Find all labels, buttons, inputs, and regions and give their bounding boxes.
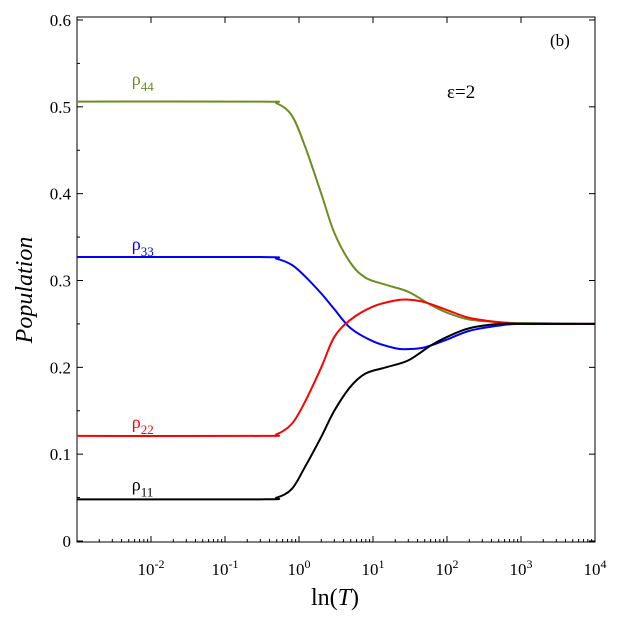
y-tick-label: 0.1 [50, 445, 71, 464]
series-label-44: ρ44 [132, 69, 154, 94]
series-label-33: ρ33 [132, 234, 154, 259]
y-tick-label: 0.3 [50, 272, 71, 291]
plot-frame [76, 16, 596, 543]
tick-marks [77, 17, 596, 542]
y-tick-label: 0.6 [50, 11, 71, 30]
labels-layer: 0 0.1 0.2 0.3 0.4 0.5 0.6 10-2 10-1 100 101 102 103 1… [50, 11, 607, 579]
x-tick-label: 104 [584, 557, 607, 579]
x-tick-label: 103 [510, 557, 533, 579]
panel-label: (b) [550, 31, 570, 50]
series-line-44 [76, 100, 596, 325]
y-tick-label: 0 [63, 532, 72, 551]
series-line-11 [76, 322, 595, 501]
series-label-11: ρ11 [132, 475, 154, 500]
series-line-33 [76, 255, 596, 351]
x-tick-label: 101 [362, 557, 385, 579]
y-axis-label: Population [12, 237, 38, 345]
x-tick-label: 100 [288, 557, 311, 579]
x-axis-label-var: T [338, 585, 353, 611]
x-axis-label-suffix: ) [351, 585, 359, 611]
x-tick-label: 102 [436, 557, 459, 579]
y-tick-label: 0.4 [50, 185, 72, 204]
series-label-22: ρ22 [132, 412, 154, 437]
series-layer [76, 100, 596, 501]
x-tick-label: 10-2 [138, 557, 165, 579]
x-axis-label: ln(T) [311, 585, 359, 611]
x-tick-label: 10-1 [212, 557, 239, 579]
y-tick-label: 0.2 [50, 358, 71, 377]
epsilon-annotation: ε=2 [447, 82, 475, 103]
series-line-22 [76, 298, 596, 438]
x-axis-label-prefix: ln( [311, 585, 338, 611]
y-tick-label: 0.5 [50, 98, 71, 117]
